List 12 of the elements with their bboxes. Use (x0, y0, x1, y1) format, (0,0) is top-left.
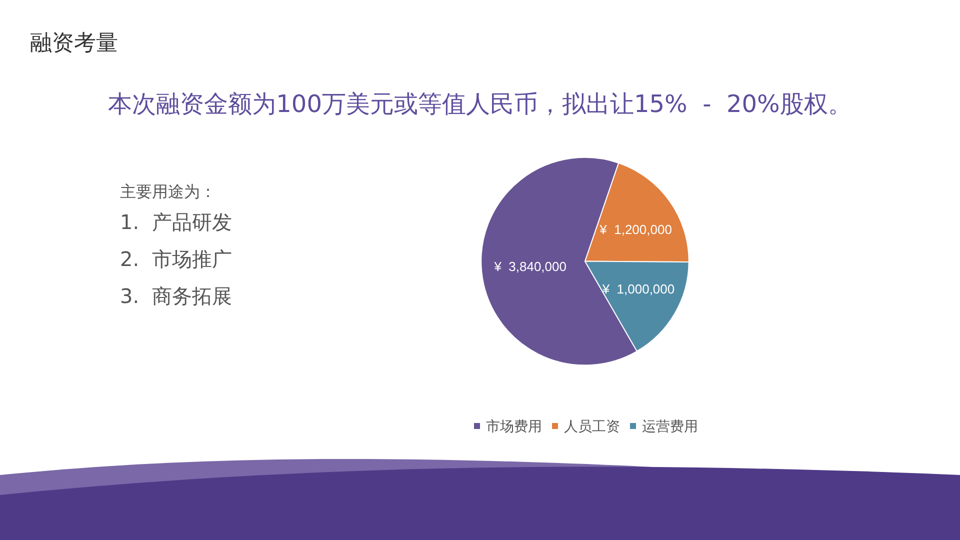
legend-label: 人员工资 (564, 418, 620, 434)
text: 2. 市场推广 (120, 246, 232, 273)
text: 3. 商务拓展 (120, 283, 232, 310)
data-label: ¥ 1,200,000 (598, 222, 672, 238)
legend-label: 市场费用 (486, 418, 542, 434)
text: 融资考量 (30, 30, 118, 58)
text: 主要用途为： (120, 182, 217, 203)
chart-subtitle: 本次融资金额为100万美元或等值人民币，拟出让15% - 20%股权。 (107, 89, 853, 120)
data-label: ¥ 1,000,000 (601, 281, 675, 296)
text: 1. 产品研发 (120, 209, 232, 236)
legend-label: 运营费用 (642, 418, 698, 434)
data-label: ¥ 3,840,000 (493, 259, 566, 274)
